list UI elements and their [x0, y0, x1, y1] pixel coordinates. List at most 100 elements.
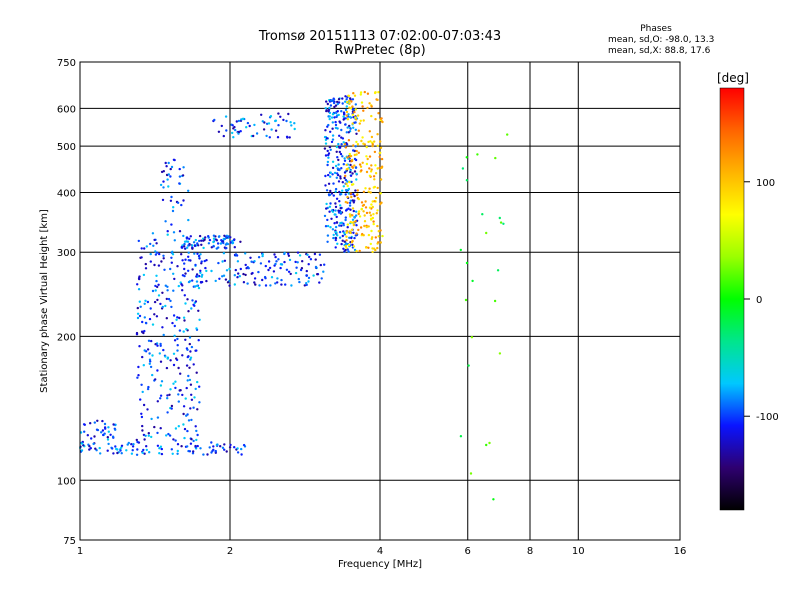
data-point — [375, 212, 378, 215]
data-point — [159, 183, 163, 187]
data-point — [365, 225, 368, 229]
cluster-spread-upper — [159, 158, 190, 234]
data-point — [360, 169, 363, 172]
data-point — [326, 218, 329, 222]
data-point — [161, 326, 164, 329]
y-tick-label: 400 — [57, 188, 76, 199]
data-point — [197, 286, 201, 290]
data-point — [347, 131, 350, 134]
data-point — [170, 223, 173, 226]
data-point — [374, 118, 377, 121]
data-point — [360, 207, 364, 211]
data-point — [371, 205, 374, 209]
data-point — [237, 119, 241, 123]
data-point — [358, 122, 361, 125]
data-point — [114, 428, 117, 431]
data-point — [288, 258, 292, 262]
data-point — [319, 263, 322, 267]
data-point — [355, 172, 358, 175]
data-point — [170, 195, 173, 199]
data-point — [156, 369, 159, 372]
data-point — [274, 119, 277, 123]
data-point — [198, 385, 201, 388]
data-point — [357, 210, 361, 213]
data-point — [149, 260, 152, 263]
data-point — [354, 189, 357, 192]
data-point — [346, 223, 349, 226]
colorbar-ticks: 100 0 -100 — [744, 178, 779, 423]
data-point — [337, 163, 340, 166]
data-point — [368, 174, 372, 177]
data-point — [370, 168, 373, 171]
data-point — [188, 450, 192, 453]
data-point — [370, 135, 374, 139]
data-point — [324, 225, 328, 228]
data-point — [174, 427, 178, 430]
data-point — [363, 224, 366, 228]
data-point — [326, 160, 330, 164]
data-point — [169, 267, 172, 271]
data-point — [344, 193, 347, 196]
data-point — [169, 175, 172, 178]
data-point — [351, 243, 354, 246]
data-point — [358, 249, 361, 253]
data-point — [348, 106, 351, 109]
data-point — [189, 350, 192, 353]
data-point — [349, 192, 352, 195]
data-point — [196, 444, 199, 448]
data-point — [268, 136, 271, 139]
data-point — [181, 284, 184, 287]
data-point — [153, 300, 157, 304]
data-point — [368, 167, 371, 170]
data-point — [197, 254, 201, 258]
data-point — [368, 102, 371, 105]
data-point — [260, 113, 263, 117]
data-point — [362, 109, 365, 112]
data-point — [274, 255, 277, 259]
data-point — [353, 110, 356, 114]
data-point — [195, 275, 198, 278]
data-point — [237, 272, 240, 275]
data-point — [231, 239, 234, 243]
data-point — [170, 407, 173, 410]
data-point — [199, 447, 202, 450]
data-point — [335, 215, 338, 219]
data-point — [481, 213, 484, 216]
data-point — [274, 129, 278, 132]
data-point — [120, 444, 124, 447]
data-point — [362, 142, 365, 145]
data-point — [335, 221, 339, 224]
data-point — [342, 163, 345, 166]
data-point — [221, 260, 224, 263]
data-point — [205, 279, 208, 283]
data-point — [137, 288, 141, 291]
data-point — [329, 189, 332, 193]
data-point — [348, 236, 351, 239]
data-point — [370, 229, 373, 233]
data-point — [345, 105, 348, 108]
data-point — [331, 127, 334, 130]
data-point — [191, 299, 194, 302]
data-point — [188, 336, 192, 339]
data-point — [282, 118, 285, 122]
data-point — [135, 438, 138, 442]
data-point — [337, 209, 340, 212]
cluster-f-trace-320 — [180, 234, 242, 250]
data-points — [79, 90, 509, 501]
data-point — [151, 323, 155, 326]
data-point — [184, 272, 187, 275]
data-point — [162, 254, 165, 257]
data-point — [345, 168, 348, 171]
data-point — [213, 118, 216, 122]
data-point — [220, 124, 223, 128]
data-point — [89, 447, 93, 450]
data-point — [359, 119, 362, 123]
data-point — [157, 264, 161, 267]
data-point — [248, 124, 251, 128]
data-point — [223, 237, 227, 240]
data-point — [342, 231, 346, 234]
data-point — [351, 172, 354, 175]
data-point — [146, 408, 149, 411]
data-point — [261, 278, 264, 282]
data-point — [355, 132, 358, 135]
